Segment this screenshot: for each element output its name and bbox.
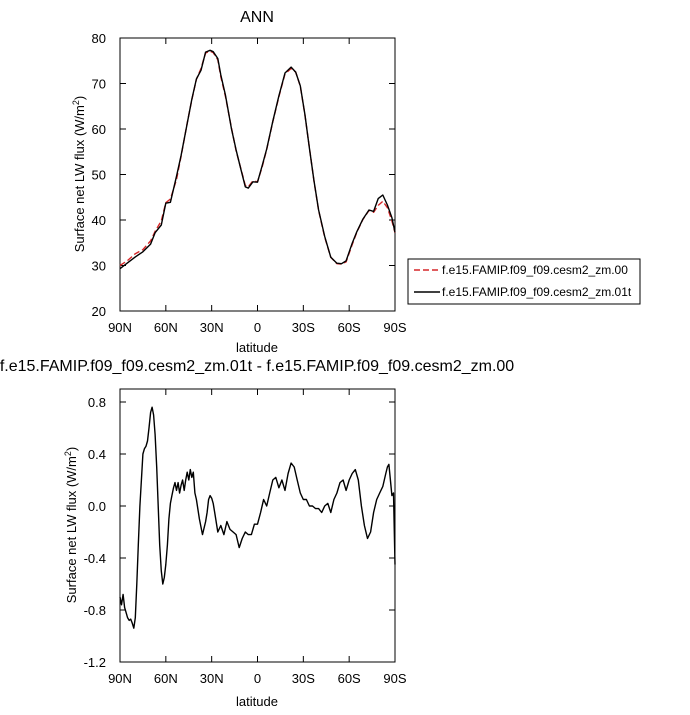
bottom-x-ticks: 90N 60N 30N 0 30S 60S 90S <box>108 389 407 686</box>
bottom-y-tick-label-0: -1.2 <box>84 655 106 670</box>
bottom-x-axis-label: latitude <box>236 694 278 709</box>
top-x-tick-label-1: 60N <box>154 320 178 335</box>
top-y-ticks: 20 30 40 50 60 70 80 <box>92 31 395 319</box>
bottom-x-tick-label-2: 30N <box>200 671 224 686</box>
top-series-line-0 <box>119 50 396 267</box>
top-x-tick-label-6: 90S <box>383 320 406 335</box>
bottom-x-tick-label-4: 30S <box>292 671 315 686</box>
top-y-axis-label-main: Surface net LW flux (W/m <box>72 105 87 252</box>
bottom-x-tick-label-1: 60N <box>154 671 178 686</box>
top-y-tick-label-4: 60 <box>92 122 106 137</box>
top-x-tick-label-5: 60S <box>338 320 361 335</box>
legend-label-00: f.e15.FAMIP.f09_f09.cesm2_zm.00 <box>442 263 628 277</box>
bottom-y-axis-label: Surface net LW flux (W/m2) <box>63 447 79 604</box>
bottom-plot-frame <box>119 388 396 663</box>
bottom-panel: f.e15.FAMIP.f09_f09.cesm2_zm.01t - f.e15… <box>0 358 514 709</box>
top-x-tick-label-2: 30N <box>200 320 224 335</box>
bottom-x-tick-label-0: 90N <box>108 671 132 686</box>
top-y-tick-label-3: 50 <box>92 168 106 183</box>
legend: f.e15.FAMIP.f09_f09.cesm2_zm.00 f.e15.FA… <box>407 258 641 305</box>
bottom-y-axis-label-main: Surface net LW flux (W/m <box>64 456 79 603</box>
top-y-axis-label-superscript: 2 <box>71 100 81 105</box>
top-x-tick-label-3: 0 <box>254 320 261 335</box>
top-chart-title: ANN <box>240 9 274 26</box>
top-y-tick-label-5: 70 <box>92 77 106 92</box>
top-y-tick-label-6: 80 <box>92 31 106 46</box>
bottom-y-tick-label-4: 0.4 <box>88 447 106 462</box>
bottom-x-tick-label-3: 0 <box>254 671 261 686</box>
top-series <box>119 49 396 270</box>
top-y-tick-label-2: 40 <box>92 213 106 228</box>
top-x-tick-label-0: 90N <box>108 320 132 335</box>
top-y-tick-label-1: 30 <box>92 259 106 274</box>
bottom-y-tick-label-2: -0.4 <box>84 551 106 566</box>
bottom-y-axis-label-superscript: 2 <box>63 451 73 456</box>
legend-box <box>407 258 641 305</box>
top-series-line-1 <box>119 49 396 270</box>
bottom-chart-title: f.e15.FAMIP.f09_f09.cesm2_zm.01t - f.e15… <box>0 358 514 375</box>
bottom-y-ticks: -1.2 -0.8 -0.4 0.0 0.4 0.8 <box>84 395 395 670</box>
top-panel: ANN 90N 60N 30N 0 30S 60S 90S 20 30 40 50 60 70 80 l… <box>71 9 407 355</box>
bottom-y-axis-label-tail: ) <box>64 447 79 451</box>
top-x-tick-label-4: 30S <box>292 320 315 335</box>
bottom-y-tick-label-5: 0.8 <box>88 395 106 410</box>
bottom-series <box>119 406 396 629</box>
bottom-y-tick-label-3: 0.0 <box>88 499 106 514</box>
bottom-series-line-0 <box>119 406 396 629</box>
top-y-tick-label-0: 20 <box>92 304 106 319</box>
top-plot-frame <box>119 37 396 312</box>
legend-label-01t: f.e15.FAMIP.f09_f09.cesm2_zm.01t <box>442 285 632 299</box>
top-y-axis-label-tail: ) <box>72 96 87 100</box>
bottom-y-tick-label-1: -0.8 <box>84 603 106 618</box>
top-x-ticks: 90N 60N 30N 0 30S 60S 90S <box>108 38 407 335</box>
bottom-x-tick-label-5: 60S <box>338 671 361 686</box>
top-x-axis-label: latitude <box>236 340 278 355</box>
bottom-x-tick-label-6: 90S <box>383 671 406 686</box>
top-y-axis-label: Surface net LW flux (W/m2) <box>71 96 87 253</box>
